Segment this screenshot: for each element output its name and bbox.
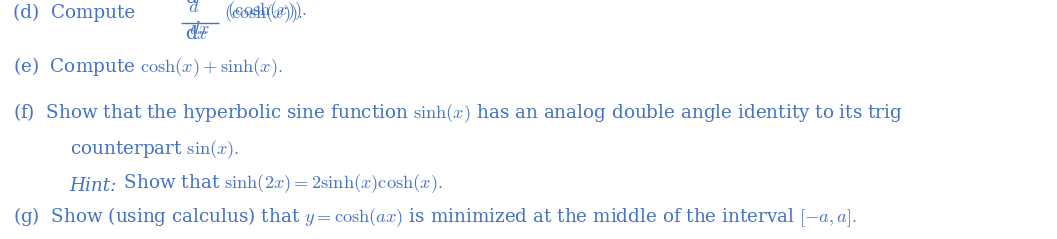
Text: (f)  Show that the hyperbolic sine function $\sinh(x)$ has an analog double angl: (f) Show that the hyperbolic sine functi… xyxy=(13,102,903,125)
Text: $(\cosh(x)).$: $(\cosh(x)).$ xyxy=(224,2,303,25)
Text: (d)  Compute: (d) Compute xyxy=(13,3,141,22)
Text: $dx$: $dx$ xyxy=(189,20,210,38)
Text: Hint:: Hint: xyxy=(70,177,123,195)
Text: $(\cosh(x)).$: $(\cosh(x)).$ xyxy=(222,0,307,22)
Text: counterpart $\sin(x).$: counterpart $\sin(x).$ xyxy=(70,139,239,161)
Text: (e)  Compute $\cosh(x) + \sinh(x).$: (e) Compute $\cosh(x) + \sinh(x).$ xyxy=(13,55,282,79)
Text: Show that $\sinh(2x) = 2\sinh(x)\cosh(x).$: Show that $\sinh(2x) = 2\sinh(x)\cosh(x)… xyxy=(118,172,443,195)
Text: (g)  Show (using calculus) that $y = \cosh(ax)$ is minimized at the middle of th: (g) Show (using calculus) that $y = \cos… xyxy=(13,206,856,229)
Text: $\mathdefault{d}x$: $\mathdefault{d}x$ xyxy=(185,25,208,43)
Text: $d$: $d$ xyxy=(188,0,199,16)
Text: $\mathdefault{d}$: $\mathdefault{d}$ xyxy=(185,0,198,7)
